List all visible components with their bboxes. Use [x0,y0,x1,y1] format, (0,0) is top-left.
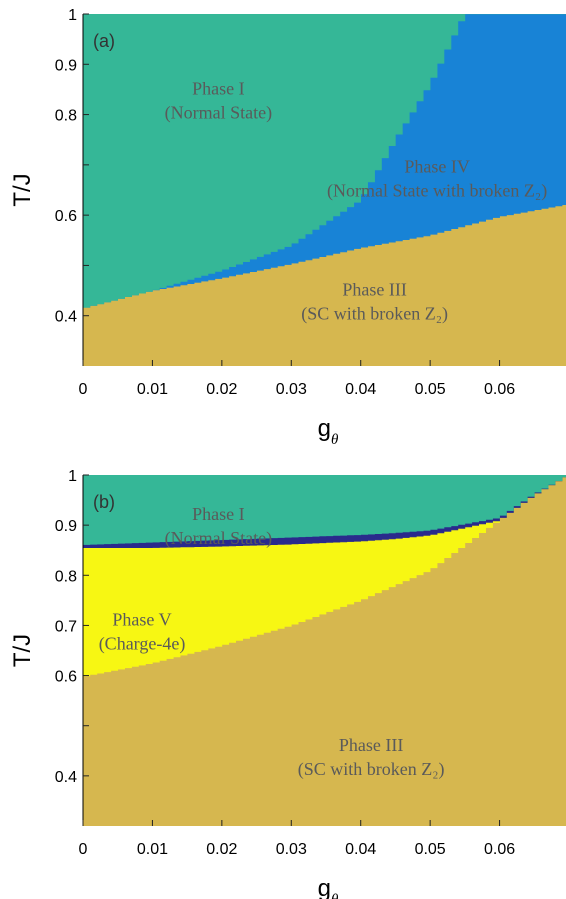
panel-label: (b) [93,492,115,512]
phase-annotation-line: (SC with broken Z₂) [301,304,448,325]
x-tick-label: 0.02 [206,381,237,398]
panel-1: (b) Phase I (Normal State) Phase V (Charge-4… [9,468,566,899]
phase-annotation-line: (SC with broken Z₂) [298,759,445,780]
region-phase-i [83,14,566,308]
phase-annotation: Phase I (Normal State) [165,504,272,549]
plot-area [83,14,566,366]
phase-annotation-line: Phase I [192,504,245,524]
phase-annotation-line: Phase III [342,280,406,300]
y-tick-label: 0.9 [55,518,77,535]
phase-annotation: Phase I (Normal State) [165,78,272,123]
y-tick-label: 0.4 [55,309,77,326]
x-tick-label: 0.02 [206,841,237,858]
phase-annotation-line: (Normal State with broken Z₂) [327,180,547,201]
phase-annotation-line: (Charge-4e) [99,633,186,654]
y-tick-label: 1 [68,468,77,485]
plot-area [83,475,566,826]
x-axis-label: gθ [318,415,339,448]
y-tick-label: 0.8 [55,108,77,125]
panel-label: (a) [93,31,115,51]
region-phase-i [83,475,566,545]
x-tick-label: 0 [79,841,88,858]
phase-annotation-line: Phase V [112,609,171,629]
y-axis-label: T/J [9,173,36,206]
y-tick-label: 1 [68,7,77,24]
y-tick-label: 0.7 [55,618,77,635]
phase-annotation-line: Phase I [192,78,245,98]
y-axis-label: T/J [9,634,36,667]
phase-annotation: Phase III (SC with broken Z₂) [301,280,448,325]
y-tick-label: 0.8 [55,568,77,585]
x-tick-label: 0.01 [137,841,168,858]
y-tick-label: 0.6 [55,669,77,686]
x-axis-label-main: g [318,415,331,442]
y-tick-label: 0.9 [55,57,77,74]
x-tick-label: 0.03 [276,381,307,398]
y-tick-label: 0.4 [55,769,77,786]
x-tick-label: 0.04 [345,381,376,398]
x-axis-label: gθ [318,875,339,899]
x-axis-label-main: g [318,875,331,899]
x-tick-label: 0.05 [415,381,446,398]
phase-annotation: Phase III (SC with broken Z₂) [298,735,445,780]
x-tick-label: 0.05 [415,841,446,858]
x-tick-label: 0.04 [345,841,376,858]
panel-0: (a) Phase I (Normal State) Phase IV (Normal … [9,7,566,448]
x-tick-label: 0.03 [276,841,307,858]
x-tick-label: 0.06 [484,841,515,858]
x-tick-label: 0 [79,381,88,398]
phase-annotation: Phase IV (Normal State with broken Z₂) [327,156,547,201]
phase-annotation-line: Phase IV [404,156,470,176]
y-tick-label: 0.6 [55,208,77,225]
phase-annotation-line: Phase III [339,735,403,755]
x-tick-label: 0.06 [484,381,515,398]
x-axis-label-subscript: θ [331,892,339,899]
x-tick-label: 0.01 [137,381,168,398]
phase-annotation: Phase V (Charge-4e) [99,609,186,654]
phase-annotation-line: (Normal State) [165,528,272,549]
x-axis-label-subscript: θ [331,432,339,448]
phase-annotation-line: (Normal State) [165,102,272,123]
